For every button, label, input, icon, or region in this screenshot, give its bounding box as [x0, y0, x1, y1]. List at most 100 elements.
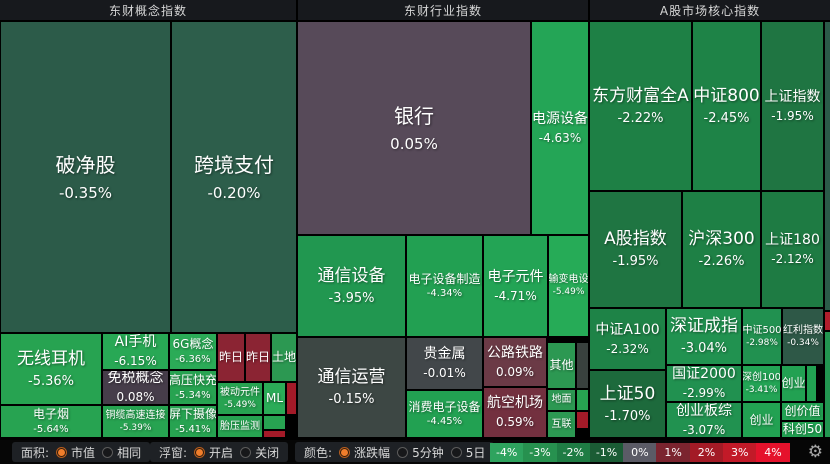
tile-pct: -3.95%: [328, 290, 375, 306]
radio-label: 涨跌幅: [354, 445, 391, 460]
radio-unselected-icon: [397, 446, 409, 458]
treemap-tile[interactable]: 公路铁路 0.09%: [484, 338, 546, 386]
treemap-tile[interactable]: 创业: [782, 366, 805, 401]
radio-label: 开启: [209, 445, 234, 460]
treemap-tile[interactable]: 互联: [548, 412, 575, 437]
treemap-tile[interactable]: 输变电设 -5.49%: [549, 236, 588, 336]
treemap-tile-sliver: [287, 383, 296, 414]
tile-name: 跨境支付: [194, 152, 274, 177]
settings-gear-icon[interactable]: ⚙: [807, 442, 823, 462]
treemap-tile[interactable]: AI手机 -6.15%: [103, 334, 168, 369]
tile-pct: -2.99%: [682, 386, 726, 401]
treemap-tile[interactable]: 无线耳机 -5.36%: [1, 334, 101, 404]
treemap-tile[interactable]: 铜缆高速连接 -5.39%: [103, 406, 168, 437]
radio-option[interactable]: 5日: [450, 444, 485, 461]
treemap-tile[interactable]: 昨日: [246, 334, 270, 381]
treemap-tile[interactable]: 深证成指 -3.04%: [667, 309, 741, 364]
tile-name: 输变电设: [549, 274, 588, 286]
treemap-tile[interactable]: 国证2000 -2.99%: [667, 366, 741, 401]
treemap-tile-sliver: [577, 390, 588, 410]
treemap-tile[interactable]: ML: [264, 383, 285, 414]
treemap-tile[interactable]: 土地: [272, 334, 296, 381]
tile-name: 互联: [551, 418, 572, 430]
treemap-tile[interactable]: 银行 0.05%: [298, 22, 530, 234]
tile-name: 地面: [551, 394, 572, 405]
tile-name: 胎压监测: [220, 420, 260, 432]
radio-selected-icon: [56, 446, 68, 458]
treemap-tile[interactable]: 创价值: [782, 403, 823, 420]
radio-option[interactable]: 相同: [102, 444, 141, 461]
tile-pct: -1.70%: [604, 408, 651, 424]
treemap-tile[interactable]: 创业板综 -3.07%: [667, 403, 741, 437]
tile-pct: -0.34%: [787, 337, 819, 348]
tile-name: 银行: [394, 103, 434, 128]
treemap-tile[interactable]: 上证指数 -1.95%: [762, 22, 823, 190]
tile-name: 高压快充: [170, 373, 216, 388]
tile-name: 免税概念: [107, 371, 164, 387]
tile-name: 通信运营: [317, 367, 386, 387]
treemap-tile-sliver: [825, 332, 830, 437]
treemap-tile[interactable]: 东方财富全A -2.22%: [590, 22, 691, 190]
treemap-tile[interactable]: 航空机场 0.59%: [484, 388, 546, 437]
tile-name: 破净股: [55, 152, 116, 177]
scale-cell: -4%: [490, 443, 524, 462]
treemap-tile[interactable]: 电源设备 -4.63%: [532, 22, 588, 234]
treemap-tile[interactable]: 通信设备 -3.95%: [298, 236, 405, 336]
treemap-tile[interactable]: 科创50: [782, 422, 823, 437]
radio-selected-icon: [194, 446, 206, 458]
tile-name: 电子设备制造: [408, 271, 481, 286]
treemap-tile-sliver: [825, 22, 830, 310]
treemap-tile[interactable]: 高压快充 -5.34%: [170, 371, 216, 404]
control-group: 颜色: 涨跌幅 5分钟 5日: [295, 442, 495, 462]
treemap-tile[interactable]: 上证50 -1.70%: [590, 371, 665, 437]
tile-name: 创业板综: [676, 403, 732, 419]
treemap-tile[interactable]: 跨境支付 -0.20%: [172, 22, 296, 332]
treemap-tile[interactable]: 破净股 -0.35%: [1, 22, 170, 332]
radio-option[interactable]: 开启: [194, 444, 233, 461]
treemap-tile[interactable]: 通信运营 -0.15%: [298, 338, 405, 437]
tile-pct: -5.34%: [175, 389, 211, 401]
tile-name: 公路铁路: [487, 344, 543, 361]
treemap-tile[interactable]: 昨日: [218, 334, 244, 381]
treemap-tile[interactable]: 中证500 -2.98%: [743, 309, 781, 364]
treemap-tile[interactable]: 免税概念 0.08%: [103, 371, 168, 404]
treemap-tile-sliver: [264, 416, 285, 429]
treemap-tile[interactable]: 中证A100 -2.32%: [590, 309, 665, 369]
treemap-tile[interactable]: 贵金属 -0.01%: [407, 338, 482, 389]
radio-option[interactable]: 市值: [56, 444, 95, 461]
treemap-tile-sliver: [807, 366, 816, 401]
tile-pct: -0.01%: [423, 366, 466, 381]
treemap-tile[interactable]: 电子烟 -5.64%: [1, 406, 101, 437]
treemap-tile[interactable]: 胎压监测: [218, 416, 262, 437]
treemap-tile[interactable]: 红利指数 -0.34%: [783, 309, 823, 364]
tile-name: 屏下摄像: [170, 407, 216, 422]
treemap-tile[interactable]: 消费电子设备 -4.45%: [407, 391, 482, 437]
treemap-tile[interactable]: 地面: [548, 390, 575, 410]
treemap-tile[interactable]: 6G概念 -6.36%: [170, 334, 216, 369]
tile-name: A股指数: [604, 229, 667, 249]
radio-option[interactable]: 5分钟: [397, 444, 444, 461]
treemap-tile[interactable]: 沪深300 -2.26%: [683, 192, 760, 307]
treemap-tile[interactable]: 中证800 -2.45%: [693, 22, 760, 190]
tile-name: ML: [265, 391, 284, 406]
treemap-tile[interactable]: 创业: [743, 403, 780, 437]
scale-cell: -3%: [523, 443, 557, 462]
panel-header: 东财行业指数: [298, 0, 588, 20]
treemap-tile[interactable]: 电子元件 -4.71%: [484, 236, 547, 336]
treemap-tile[interactable]: 电子设备制造 -4.34%: [407, 236, 482, 336]
tile-pct: -2.12%: [771, 252, 814, 267]
treemap-tile[interactable]: 屏下摄像 -5.41%: [170, 406, 216, 437]
tile-name: 创业: [749, 412, 774, 427]
treemap-tile[interactable]: 被动元件 -5.49%: [218, 383, 262, 414]
radio-option[interactable]: 涨跌幅: [339, 444, 390, 461]
treemap-tile[interactable]: 深创100 -3.41%: [743, 366, 780, 401]
scale-cell: 3%: [723, 443, 757, 462]
treemap-tile[interactable]: 上证180 -2.12%: [762, 192, 823, 307]
treemap-tile[interactable]: 其他: [548, 343, 575, 388]
bottom-toolbar: ⚙ 面积: 市值 相同 浮窗: 开启 关闭 颜色: 涨跌幅 5分钟 5日 -4% -3% -2% -1% 0…: [0, 440, 830, 464]
scale-cell: 4%: [756, 443, 790, 462]
radio-option[interactable]: 关闭: [240, 444, 279, 461]
tile-pct: -2.98%: [746, 337, 778, 348]
treemap-tile[interactable]: A股指数 -1.95%: [590, 192, 681, 307]
